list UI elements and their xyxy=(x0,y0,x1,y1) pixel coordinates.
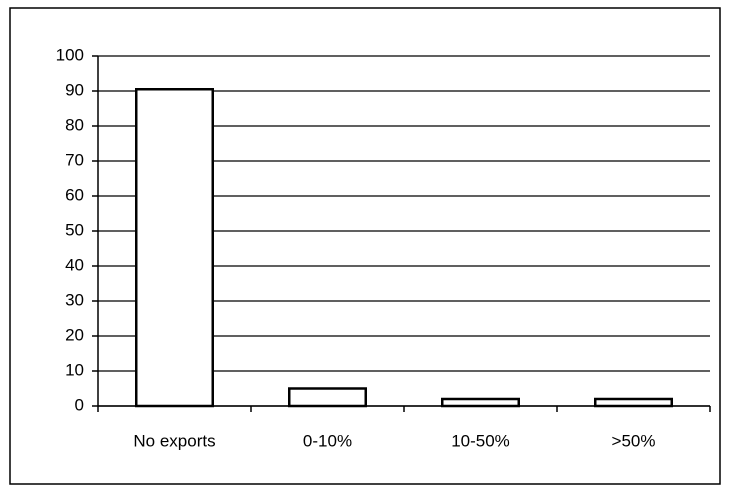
y-tick-label: 60 xyxy=(65,185,84,204)
y-tick-label: 100 xyxy=(56,45,84,64)
bar xyxy=(135,88,214,408)
y-tick-label: 80 xyxy=(65,115,84,134)
x-tick-label: 10-50% xyxy=(451,431,510,450)
x-tick-label: No exports xyxy=(133,431,215,450)
x-tick-label: >50% xyxy=(612,431,656,450)
y-tick-label: 30 xyxy=(65,290,84,309)
bar xyxy=(594,397,673,408)
y-tick-label: 70 xyxy=(65,150,84,169)
bar xyxy=(288,387,367,408)
x-tick-label: 0-10% xyxy=(303,431,352,450)
y-tick-label: 20 xyxy=(65,325,84,344)
bar xyxy=(441,397,520,408)
y-tick-label: 10 xyxy=(65,360,84,379)
y-tick-label: 90 xyxy=(65,80,84,99)
chart-frame xyxy=(9,7,721,485)
y-tick-label: 50 xyxy=(65,220,84,239)
y-tick-label: 40 xyxy=(65,255,84,274)
y-tick-label: 0 xyxy=(75,395,84,414)
